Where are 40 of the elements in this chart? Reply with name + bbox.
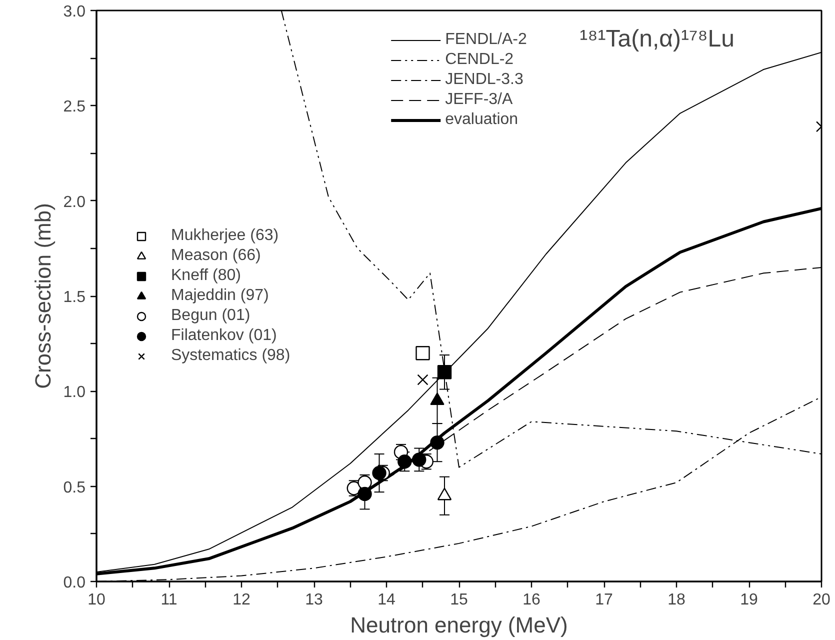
- y-tick-label: 2.0: [63, 194, 86, 211]
- x-tick-label: 12: [232, 592, 250, 608]
- y-tick-label: 3.0: [63, 4, 86, 20]
- legend-label: FENDL/A-2: [445, 31, 527, 49]
- x-tick-label: 17: [595, 592, 613, 608]
- x-tick-label: 18: [668, 592, 686, 608]
- legend-label: CENDL-2: [445, 51, 514, 69]
- y-tick-label: 0.0: [63, 574, 86, 592]
- y-tick-label: 1.5: [63, 289, 86, 306]
- y-tick-label: 1.0: [63, 384, 86, 402]
- x-tick-label: 14: [378, 592, 396, 608]
- y-tick-label: 2.5: [63, 98, 86, 116]
- x-axis-title: Neutron energy (MeV): [350, 612, 568, 638]
- point: [412, 452, 426, 467]
- point: [416, 346, 430, 360]
- y-axis-title: Cross-section (mb): [30, 203, 56, 389]
- x-tick-label: 19: [740, 592, 758, 608]
- legend-label: JENDL-3.3: [445, 71, 524, 89]
- x-tick-label: 13: [305, 592, 323, 608]
- legend-label: Majeddin (97): [171, 286, 269, 304]
- x-tick-label: 10: [88, 592, 106, 608]
- point: [372, 466, 386, 480]
- legend-label: JEFF-3/A: [445, 91, 513, 109]
- x-tick-label: 11: [160, 592, 178, 608]
- legend-label: Begun (01): [171, 306, 250, 324]
- x-tick-label: 15: [450, 592, 468, 608]
- x-tick-label: 20: [812, 592, 830, 608]
- legend-label: Systematics (98): [171, 346, 290, 364]
- legend-label: Kneff (80): [171, 266, 241, 284]
- y-tick-label: 0.5: [63, 479, 86, 496]
- point: [430, 435, 444, 450]
- point: [398, 454, 412, 469]
- legend-label: Filatenkov (01): [171, 326, 277, 344]
- point: [437, 365, 452, 380]
- x-tick-label: 16: [522, 592, 540, 608]
- legend-label: evaluation: [445, 111, 518, 129]
- annotation: ¹⁸¹Ta(n,α)¹⁷⁸Lu: [580, 26, 734, 53]
- legend-label: Mukherjee (63): [171, 226, 279, 244]
- legend-label: Meason (66): [171, 246, 261, 264]
- point: [358, 486, 372, 502]
